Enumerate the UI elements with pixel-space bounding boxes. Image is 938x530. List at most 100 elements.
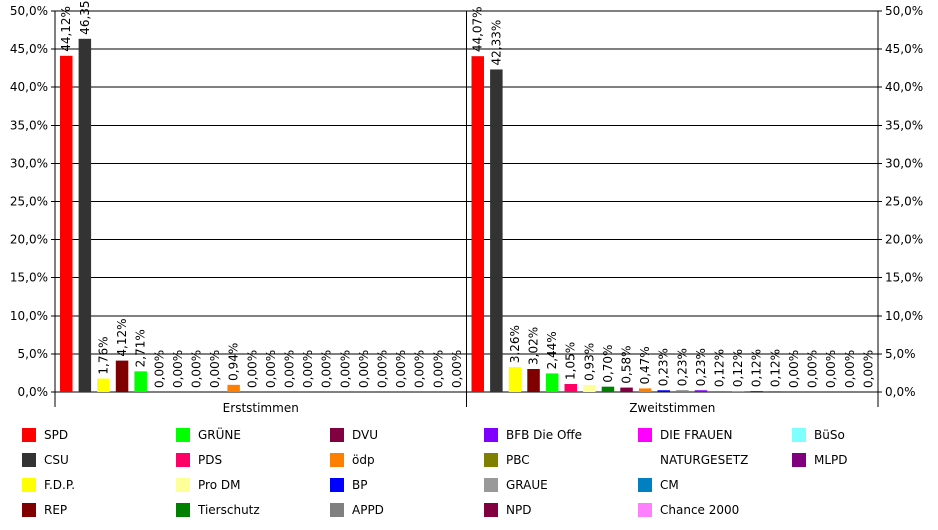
value-label: 3,26% [508, 325, 522, 363]
legend-item: Tierschutz [176, 501, 260, 519]
legend-label: DIE FRAUEN [660, 428, 733, 442]
legend-label: BFB Die Offe [506, 428, 583, 442]
value-label: 0,00% [843, 350, 857, 388]
legend-item: GRÜNE [176, 426, 241, 444]
value-label: 0,00% [208, 350, 222, 388]
bar [545, 373, 559, 392]
y-axis-right-ticks: 0,0% 5,0% 10,0% 15,0% 20,0% 25,0% 30,0% 35,0% 40… [878, 4, 923, 399]
legend-swatch [176, 453, 190, 467]
value-label: 0,00% [320, 350, 334, 388]
legend-label: F.D.P. [44, 478, 76, 492]
y-tick-label-right: 25,0% [885, 195, 923, 209]
value-label: 0,00% [450, 350, 464, 388]
legend-swatch [330, 478, 344, 492]
value-label: 0,00% [806, 350, 820, 388]
value-label: 0,23% [675, 348, 689, 386]
legend-item: APPD [330, 501, 384, 519]
legend-swatch [484, 453, 498, 467]
axes [54, 11, 879, 407]
legend-item: GRAUE [484, 476, 548, 494]
value-label: 0,94% [227, 343, 241, 381]
legend-item: CM [638, 476, 679, 494]
legend-swatch [330, 503, 344, 517]
bar [676, 390, 689, 392]
legend-swatch [484, 428, 498, 442]
y-tick-label-left: 20,0% [10, 233, 48, 247]
legend-item: DVU [330, 426, 378, 444]
bar-chart: 0,0% 5,0% 10,0% 15,0% 20,0% 25,0% 30,0% 35,0% 40… [10, 0, 923, 415]
category-label: Zweitstimmen [629, 401, 715, 415]
bar [115, 360, 129, 392]
legend-label: MLPD [814, 453, 848, 467]
category-label: Erststimmen [223, 401, 299, 415]
bar [134, 371, 147, 392]
legend-swatch [484, 478, 498, 492]
value-label: 0,00% [394, 350, 408, 388]
value-label: 0,00% [189, 350, 203, 388]
value-label: 0,00% [282, 350, 296, 388]
legend-swatch [638, 503, 652, 517]
legend-label: ödp [352, 453, 375, 467]
legend-item: SPD [22, 426, 68, 444]
legend-swatch [484, 503, 498, 517]
legend-item: PBC [484, 451, 530, 469]
legend-item: NATURGESETZ [638, 451, 748, 469]
y-tick-label-left: 45,0% [10, 42, 48, 56]
bar [638, 388, 652, 392]
bar [471, 56, 484, 393]
bar [227, 384, 240, 392]
legend-label: GRÜNE [198, 428, 241, 442]
value-label: 0,00% [431, 350, 445, 388]
value-label: 0,00% [413, 350, 427, 388]
legend-swatch [22, 453, 36, 467]
legend-label: DVU [352, 428, 379, 442]
value-label: 0,00% [264, 350, 278, 388]
value-label: 0,00% [152, 350, 166, 388]
y-tick-label-left: 35,0% [10, 118, 48, 132]
y-tick-label-right: 45,0% [885, 42, 923, 56]
legend-swatch [22, 503, 36, 517]
y-tick-label-right: 10,0% [885, 309, 923, 323]
legend-swatch [22, 478, 36, 492]
value-label: 0,00% [787, 350, 801, 388]
legend-label: CM [660, 478, 679, 492]
value-label: 0,00% [338, 350, 352, 388]
value-label: 0,12% [713, 349, 727, 387]
legend-label: BüSo [814, 428, 845, 442]
legend-swatch [176, 428, 190, 442]
y-tick-label-right: 15,0% [885, 271, 923, 285]
bar [731, 391, 745, 392]
legend-swatch [176, 503, 190, 517]
value-label: 0,00% [375, 350, 389, 388]
legend-item: NPD [484, 501, 531, 519]
value-label: 0,93% [582, 343, 596, 381]
value-label: 0,47% [638, 346, 652, 384]
legend-item: BP [330, 476, 367, 494]
y-tick-label-right: 40,0% [885, 80, 923, 94]
value-label: 1,05% [564, 342, 578, 380]
value-label: 2,44% [545, 331, 559, 369]
y-tick-label-right: 30,0% [885, 156, 923, 170]
bar [97, 378, 110, 392]
value-label: 4,12% [115, 318, 129, 356]
legend-swatch [792, 428, 806, 442]
legend-item: BFB Die Offe [484, 426, 582, 444]
legend-item: DIE FRAUEN [638, 426, 732, 444]
legend-item: F.D.P. [22, 476, 75, 494]
y-axis-left-ticks: 0,0% 5,0% 10,0% 15,0% 20,0% 25,0% 30,0% 35,0% 40… [10, 4, 55, 399]
category-labels: Erststimmen Zweitstimmen [223, 401, 716, 415]
value-label: 2,71% [134, 329, 148, 367]
bars [60, 38, 782, 393]
value-label: 44,07% [471, 6, 485, 52]
legend-swatch [792, 453, 806, 467]
legend-label: BP [352, 478, 368, 492]
legend-label: Chance 2000 [660, 503, 740, 517]
y-tick-label-left: 15,0% [10, 271, 48, 285]
legend-swatch [330, 453, 344, 467]
legend-label: PDS [198, 453, 223, 467]
bar [657, 390, 670, 392]
bar [620, 387, 633, 392]
legend-item: ödp [330, 451, 375, 469]
bar [601, 386, 615, 392]
legend-label: SPD [44, 428, 69, 442]
